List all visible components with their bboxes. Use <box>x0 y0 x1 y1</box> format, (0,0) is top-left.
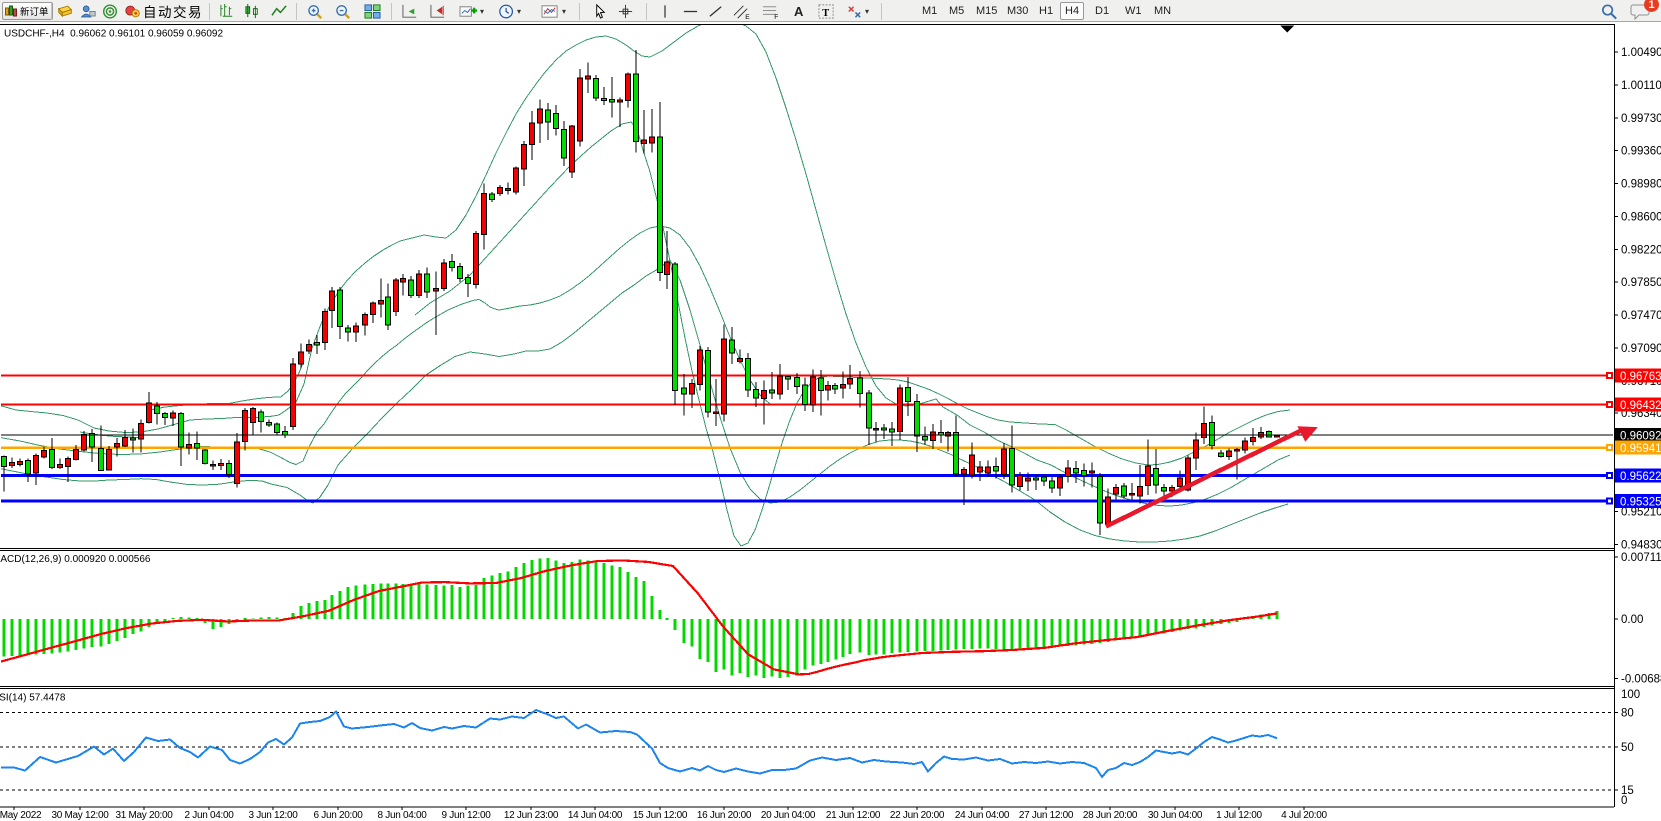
svg-text:21 Jun 12:00: 21 Jun 12:00 <box>826 810 881 821</box>
svg-text:20 Jun 04:00: 20 Jun 04:00 <box>761 810 816 821</box>
svg-text:0.96763: 0.96763 <box>1620 371 1661 383</box>
svg-text:0.95325: 0.95325 <box>1620 497 1661 509</box>
svg-text:22 Jun 20:00: 22 Jun 20:00 <box>890 810 945 821</box>
svg-text:8 Jun 04:00: 8 Jun 04:00 <box>378 810 428 821</box>
svg-text:T: T <box>822 7 829 18</box>
svg-text:0.95210: 0.95210 <box>1621 507 1661 519</box>
svg-text:0.99360: 0.99360 <box>1621 145 1661 157</box>
svg-text:50: 50 <box>1621 742 1634 754</box>
svg-text:-0.006888: -0.006888 <box>1621 674 1661 686</box>
svg-text:0.99730: 0.99730 <box>1621 113 1661 125</box>
svg-text:0: 0 <box>1621 795 1627 807</box>
svg-text:24 Jun 04:00: 24 Jun 04:00 <box>955 810 1010 821</box>
svg-text:0.98980: 0.98980 <box>1621 179 1661 191</box>
svg-text:12 Jun 23:00: 12 Jun 23:00 <box>504 810 559 821</box>
svg-text:0.97470: 0.97470 <box>1621 310 1661 322</box>
svg-text:2 Jun 04:00: 2 Jun 04:00 <box>185 810 235 821</box>
svg-text:30 May 2022: 30 May 2022 <box>0 810 42 821</box>
svg-text:0.95622: 0.95622 <box>1620 471 1661 483</box>
svg-text:9 Jun 12:00: 9 Jun 12:00 <box>442 810 492 821</box>
svg-text:30 May 12:00: 30 May 12:00 <box>52 810 110 821</box>
svg-text:14 Jun 04:00: 14 Jun 04:00 <box>568 810 623 821</box>
svg-text:0.98600: 0.98600 <box>1621 212 1661 224</box>
svg-text:0.97850: 0.97850 <box>1621 277 1661 289</box>
svg-text:0.95941: 0.95941 <box>1620 443 1661 455</box>
svg-text:E: E <box>745 14 750 20</box>
svg-text:0.94830: 0.94830 <box>1621 540 1661 552</box>
svg-text:16 Jun 20:00: 16 Jun 20:00 <box>697 810 752 821</box>
svg-text:0.00711: 0.00711 <box>1621 552 1661 564</box>
svg-text:4 Jul 20:00: 4 Jul 20:00 <box>1281 810 1327 821</box>
svg-text:100: 100 <box>1621 689 1640 701</box>
svg-text:80: 80 <box>1621 708 1634 720</box>
svg-text:6 Jun 20:00: 6 Jun 20:00 <box>314 810 364 821</box>
svg-text:1 Jul 12:00: 1 Jul 12:00 <box>1216 810 1262 821</box>
svg-text:USDCHF-,H4 0.96062 0.96101 0.: USDCHF-,H4 0.96062 0.96101 0.96059 0.960… <box>4 29 223 40</box>
svg-text:0.96092: 0.96092 <box>1620 430 1661 442</box>
svg-text:30 Jun 04:00: 30 Jun 04:00 <box>1148 810 1203 821</box>
svg-text:31 May 20:00: 31 May 20:00 <box>116 810 174 821</box>
svg-text:3 Jun 12:00: 3 Jun 12:00 <box>249 810 299 821</box>
svg-text:MACD(12,26,9) 0.000920 0.00056: MACD(12,26,9) 0.000920 0.000566 <box>0 554 151 565</box>
svg-text:F: F <box>774 14 778 20</box>
svg-text:27 Jun 12:00: 27 Jun 12:00 <box>1019 810 1074 821</box>
svg-text:28 Jun 20:00: 28 Jun 20:00 <box>1083 810 1138 821</box>
svg-text:RSI(14) 57.4478: RSI(14) 57.4478 <box>0 693 66 704</box>
svg-text:0.98220: 0.98220 <box>1621 245 1661 257</box>
svg-text:1.00490: 1.00490 <box>1621 47 1661 59</box>
svg-text:1.00110: 1.00110 <box>1621 80 1661 92</box>
svg-text:0.00: 0.00 <box>1621 614 1643 626</box>
svg-text:0.97090: 0.97090 <box>1621 343 1661 355</box>
svg-text:15: 15 <box>1621 785 1634 797</box>
svg-text:15 Jun 12:00: 15 Jun 12:00 <box>633 810 688 821</box>
svg-text:0.96432: 0.96432 <box>1620 400 1661 412</box>
